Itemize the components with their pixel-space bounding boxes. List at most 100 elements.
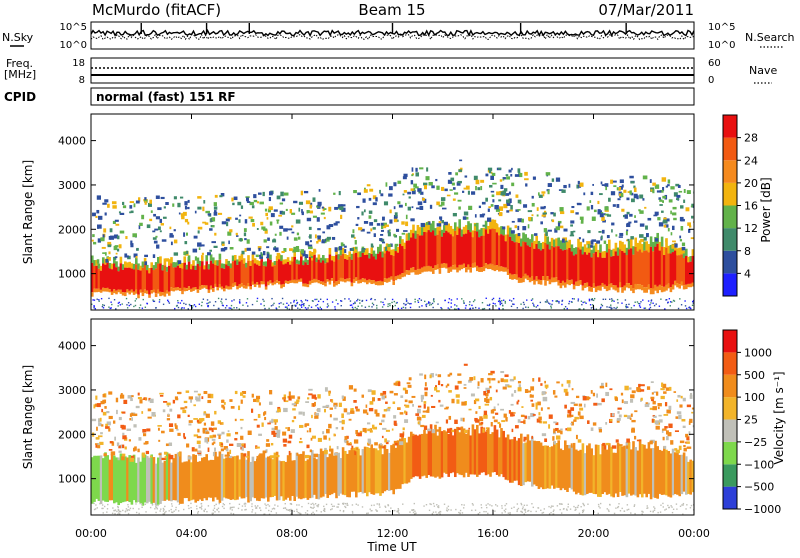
power-cell <box>307 244 313 247</box>
power-cell <box>451 182 455 186</box>
power-cell <box>381 225 384 229</box>
velocity-cell <box>445 509 448 511</box>
velocity-cell <box>251 509 254 511</box>
velocity-cell <box>351 408 354 411</box>
power-cell <box>421 267 424 273</box>
velocity-cell <box>148 457 151 502</box>
power-cell <box>289 228 293 231</box>
velocity-cell <box>563 507 565 510</box>
power-cell <box>663 255 666 287</box>
power-cell <box>124 267 127 293</box>
power-cell <box>357 251 360 258</box>
velocity-cell <box>324 447 327 495</box>
velocity-cell <box>420 397 423 403</box>
power-cell <box>525 183 528 187</box>
velocity-cell <box>623 414 628 418</box>
velocity-cell <box>119 453 123 504</box>
power-cell <box>449 189 453 191</box>
power-cell <box>570 244 574 252</box>
velocity-cell <box>269 401 273 405</box>
velocity-cell <box>605 442 610 446</box>
velocity-cell <box>282 507 285 510</box>
power-cell <box>303 190 309 194</box>
velocity-cell <box>664 509 666 511</box>
power-cell <box>655 303 657 305</box>
velocity-cell <box>567 506 569 508</box>
velocity-cell <box>147 416 152 419</box>
velocity-cell <box>606 508 608 510</box>
velocity-cell <box>661 429 664 433</box>
velocity-cell <box>636 439 642 442</box>
power-cell <box>179 262 182 268</box>
velocity-cell <box>457 427 461 431</box>
power-cell <box>514 225 517 229</box>
power-cell <box>242 258 246 264</box>
power-cell <box>213 245 218 248</box>
velocity-cell <box>185 390 190 393</box>
power-cell <box>262 281 266 285</box>
velocity-cell <box>610 446 613 497</box>
power-cell <box>498 206 504 211</box>
velocity-cell <box>334 452 338 456</box>
power-cell <box>247 255 250 261</box>
power-cell <box>308 280 312 285</box>
velocity-cell <box>688 431 691 436</box>
power-cell <box>184 201 188 206</box>
power-cell <box>411 189 416 195</box>
power-cell <box>309 234 312 239</box>
velocity-cell <box>498 437 501 477</box>
velocity-cell <box>300 513 302 515</box>
velocity-cell <box>432 429 435 477</box>
velocity-cell <box>311 450 314 498</box>
velocity-cell <box>119 394 125 399</box>
velocity-cell <box>258 454 261 502</box>
power-cell <box>545 301 548 303</box>
velocity-cell <box>214 410 217 415</box>
velocity-cell <box>198 418 204 422</box>
power-cell <box>190 264 193 270</box>
velocity-cell <box>486 506 488 509</box>
power-cell <box>410 180 414 185</box>
power-cell <box>98 300 100 302</box>
power-cell <box>434 228 437 236</box>
power-cell <box>155 195 160 199</box>
velocity-cell <box>447 433 450 477</box>
velocity-cell <box>203 509 205 512</box>
power-cell <box>686 190 691 195</box>
power-cell <box>302 265 305 284</box>
power-cell <box>499 300 501 303</box>
power-cell <box>616 287 620 293</box>
power-cell <box>218 253 222 260</box>
velocity-cell <box>654 507 656 510</box>
velocity-cell <box>157 457 160 505</box>
velocity-cell <box>408 400 413 404</box>
power-cell <box>196 257 200 264</box>
power-cell <box>135 255 138 259</box>
velocity-cell <box>96 507 98 509</box>
velocity-cell <box>540 383 543 386</box>
power-cell <box>601 257 604 283</box>
power-cell <box>517 199 522 204</box>
power-cell <box>548 249 552 280</box>
power-cell <box>559 240 563 249</box>
velocity-cell <box>196 508 198 510</box>
power-cell <box>509 198 512 204</box>
velocity-cell <box>124 446 127 450</box>
power-cell <box>492 297 495 300</box>
power-cell <box>512 297 515 300</box>
power-cell <box>528 239 532 247</box>
power-cell <box>222 247 227 251</box>
power-cell <box>337 259 340 281</box>
power-cell <box>416 233 420 270</box>
velocity-cell <box>559 508 561 511</box>
power-cell <box>432 230 435 269</box>
power-cell <box>214 232 217 236</box>
velocity-cell <box>463 363 468 366</box>
power-cell <box>139 270 142 290</box>
power-cell <box>612 180 617 183</box>
velocity-cell <box>131 395 134 398</box>
power-cell <box>385 246 388 251</box>
velocity-cell <box>500 428 503 475</box>
velocity-cell <box>282 397 287 400</box>
velocity-cell <box>212 451 215 457</box>
